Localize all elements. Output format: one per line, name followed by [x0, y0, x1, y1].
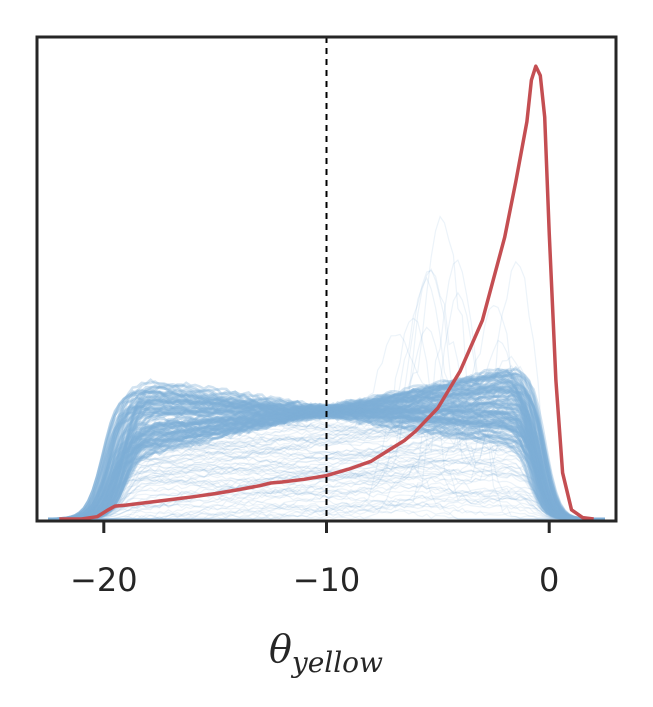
ensemble-curve	[48, 399, 605, 521]
ensemble-curve	[48, 446, 605, 520]
ensemble-curve	[48, 388, 605, 521]
ensemble-curve	[48, 372, 605, 521]
ensemble-curve	[48, 476, 605, 520]
ensemble-curve	[48, 437, 605, 520]
x-axis-ticks: −20 −10 0	[70, 521, 559, 599]
ensemble-curve	[48, 291, 605, 520]
ensemble-curve	[48, 406, 605, 521]
ensemble-curve	[48, 456, 605, 520]
ensemble-curve	[48, 215, 605, 520]
ensemble-curve	[48, 413, 605, 520]
x-tick-label: −10	[293, 561, 361, 599]
ensemble-curve	[48, 385, 605, 521]
ensemble-curve	[48, 383, 605, 521]
ensemble-curve	[48, 440, 605, 520]
ensemble-curve	[48, 388, 605, 521]
ensemble-curve	[48, 380, 605, 521]
ensemble-curve	[48, 405, 605, 521]
ensemble-curve	[48, 390, 605, 521]
ensemble-curve	[48, 389, 605, 521]
ensemble-curve	[48, 416, 605, 520]
ensemble-curve	[48, 385, 605, 521]
ensemble-curve	[48, 364, 605, 520]
ensemble-curve	[48, 401, 605, 521]
ensemble-curve	[48, 378, 605, 521]
ensemble-curve	[48, 496, 605, 520]
ensemble-curve	[48, 380, 605, 520]
ensemble-curve	[48, 398, 605, 521]
ensemble-curve	[48, 396, 605, 520]
ensemble-curve	[48, 268, 605, 520]
ensemble-curve	[48, 388, 605, 521]
ensemble-curve	[48, 398, 605, 521]
ensemble-curve	[48, 276, 605, 520]
ensemble-curve	[48, 399, 605, 521]
ensemble-curve	[48, 397, 605, 521]
mean-density-line	[59, 64, 594, 521]
ensemble-curve	[48, 465, 605, 520]
ensemble-curve	[48, 408, 605, 520]
ensemble-curve	[48, 380, 605, 521]
ensemble-curve	[48, 405, 605, 521]
ensemble-curve	[48, 383, 605, 521]
x-axis-label-symbol: θ	[269, 627, 292, 671]
ensemble-curve	[48, 409, 605, 520]
ensemble-curve	[48, 390, 605, 521]
ensemble-curve	[48, 408, 605, 521]
ensemble-curve	[48, 429, 605, 520]
ensemble-curve	[48, 380, 605, 521]
ensemble-curve	[48, 355, 605, 520]
x-tick-label: 0	[539, 561, 559, 599]
ensemble-curve	[48, 400, 605, 521]
ensemble-curve	[48, 441, 605, 520]
ensemble-curve	[48, 435, 605, 520]
ensemble-curve	[48, 397, 605, 521]
ensemble-curve	[48, 394, 605, 521]
ensemble-curve	[48, 371, 605, 521]
ensemble-curve	[48, 371, 605, 521]
mean-curve-group	[59, 64, 594, 521]
ensemble-curve	[48, 412, 605, 520]
ensemble-curve	[48, 388, 605, 521]
ensemble-curve	[48, 386, 605, 521]
ensemble-curve	[48, 425, 605, 520]
ensemble-curve	[48, 384, 605, 521]
ensemble-curve	[48, 387, 605, 521]
x-axis-label-subscript: yellow	[290, 646, 383, 679]
ensemble-curve	[48, 395, 605, 521]
ensemble-curve	[48, 374, 605, 521]
ensemble-curve	[48, 384, 605, 521]
ensemble-curve	[48, 373, 605, 521]
ensemble-curve	[48, 398, 605, 521]
ensemble-curve	[48, 488, 605, 520]
ensemble-curve	[48, 366, 605, 521]
ensemble-curve	[48, 369, 605, 521]
ensemble-curve	[48, 401, 605, 521]
ensemble-curve	[48, 378, 605, 521]
ensemble-curve	[48, 393, 605, 521]
x-axis-label: θyellow	[269, 627, 383, 679]
ensemble-curve	[48, 432, 605, 520]
ensemble-curve	[48, 378, 605, 521]
ensemble-curve	[48, 304, 605, 520]
x-tick-label: −20	[70, 561, 138, 599]
ensemble-curve	[48, 416, 605, 520]
